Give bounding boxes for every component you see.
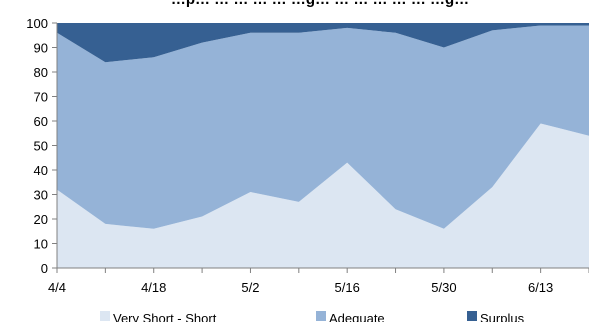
- y-tick-label: 40: [34, 163, 48, 178]
- legend-swatch-1: [316, 311, 326, 321]
- x-tick-label: 4/4: [48, 280, 66, 295]
- x-axis-ticks: 4/4 4/18 5/2 5/16 5/30 6/13: [48, 268, 589, 295]
- chart-title: …p… … … … … …g… … … … … … …g…: [171, 0, 469, 8]
- legend: Very Short - Short Adequate Surplus: [100, 311, 525, 322]
- y-axis-ticks: 0 10 20 30 40 50 60 70 80 90 100: [26, 16, 57, 276]
- y-tick-label: 70: [34, 90, 48, 105]
- y-tick-label: 60: [34, 114, 48, 129]
- y-tick-label: 100: [26, 16, 48, 31]
- legend-label-2: Surplus: [480, 311, 525, 322]
- y-tick-label: 20: [34, 212, 48, 227]
- area-series-2: [57, 23, 589, 63]
- y-tick-label: 10: [34, 237, 48, 252]
- x-tick-label: 4/18: [141, 280, 166, 295]
- x-tick-label: 6/13: [528, 280, 553, 295]
- x-tick-label: 5/16: [335, 280, 360, 295]
- x-tick-label: 5/30: [431, 280, 456, 295]
- y-tick-label: 90: [34, 41, 48, 56]
- y-tick-label: 0: [41, 261, 48, 276]
- y-tick-label: 80: [34, 65, 48, 80]
- legend-swatch-2: [467, 311, 477, 321]
- x-tick-label: 5/2: [241, 280, 259, 295]
- area-series-1: [57, 25, 589, 229]
- area-layers: [57, 23, 589, 268]
- legend-label-1: Adequate: [329, 311, 385, 322]
- y-tick-label: 30: [34, 188, 48, 203]
- y-tick-label: 50: [34, 139, 48, 154]
- legend-label-0: Very Short - Short: [113, 311, 217, 322]
- area-series-0: [57, 123, 589, 268]
- legend-swatch-0: [100, 311, 110, 321]
